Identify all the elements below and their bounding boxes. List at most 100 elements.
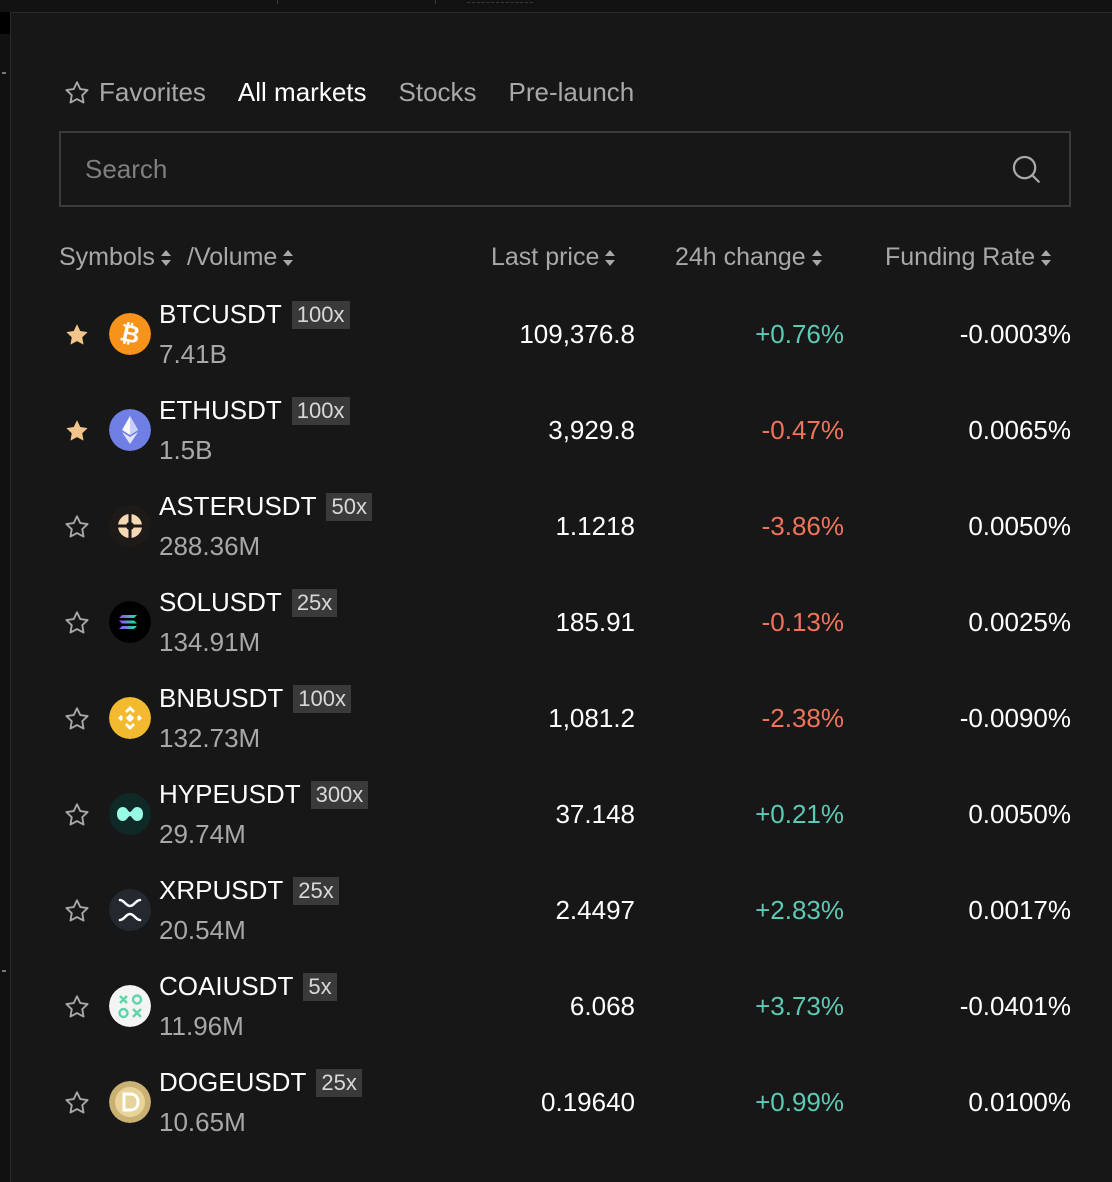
sort-last-price[interactable]: Last price (491, 243, 616, 272)
table-row[interactable]: BNBUSDT 100x 132.73M 1,081.2 -2.38% -0.00… (11, 679, 1112, 775)
hyperliquid-icon (109, 793, 151, 835)
symbol-name: COAIUSDT (159, 971, 294, 1001)
sort-icon (811, 249, 822, 267)
divider (277, 0, 278, 4)
leverage-badge: 25x (316, 1068, 362, 1097)
ethereum-icon (109, 409, 151, 451)
star-outline-icon[interactable] (63, 801, 91, 829)
symbol: BTCUSDT 100x (159, 299, 350, 330)
markets-panel: Favorites All markets Stocks Pre-launch … (10, 12, 1112, 1182)
divider (435, 0, 436, 4)
table-row[interactable]: ASTERUSDT 50x 288.36M 1.1218 -3.86% 0.005… (11, 487, 1112, 583)
change-24h: -0.13% (761, 607, 844, 637)
funding-rate: -0.0003% (959, 319, 1071, 349)
sort-icon (160, 249, 171, 267)
header-label: Last price (491, 243, 600, 271)
star-filled-icon[interactable] (63, 321, 91, 349)
symbol: HYPEUSDT 300x (159, 779, 369, 810)
symbol: ETHUSDT 100x (159, 395, 350, 426)
table-header: Symbols /Volume Last price 24h change Fu… (11, 243, 1112, 279)
symbol: SOLUSDT 25x (159, 587, 338, 618)
symbol: XRPUSDT 25x (159, 875, 339, 906)
funding-rate: 0.0065% (968, 415, 1071, 445)
volume: 132.73M (159, 723, 261, 753)
last-price: 37.148 (555, 799, 635, 829)
symbol-name: ETHUSDT (159, 395, 282, 425)
symbol-name: BNBUSDT (159, 683, 284, 713)
search-icon[interactable] (1009, 152, 1043, 186)
sort-icon (283, 249, 294, 267)
last-price: 1.1218 (555, 511, 635, 541)
symbol: COAIUSDT 5x (159, 971, 337, 1002)
sort-icon (1041, 249, 1052, 267)
bitcoin-icon: ₿ (109, 313, 151, 355)
funding-rate: 0.0017% (968, 895, 1071, 925)
change-24h: -3.86% (761, 511, 844, 541)
table-row[interactable]: SOLUSDT 25x 134.91M 185.91 -0.13% 0.0025% (11, 583, 1112, 679)
last-price: 109,376.8 (519, 319, 635, 349)
star-outline-icon[interactable] (63, 1089, 91, 1117)
last-price: 6.068 (569, 991, 635, 1021)
tab-label: Pre-launch (508, 77, 635, 107)
sort-symbols[interactable]: Symbols (59, 243, 171, 272)
volume: 288.36M (159, 531, 261, 561)
tab-favorites[interactable]: Favorites (63, 77, 206, 108)
star-outline-icon[interactable] (63, 993, 91, 1021)
symbol-name: SOLUSDT (159, 587, 282, 617)
table-row[interactable]: XRPUSDT 25x 20.54M 2.4497 +2.83% 0.0017% (11, 871, 1112, 967)
search-input[interactable] (61, 152, 1009, 186)
market-tabs: Favorites All markets Stocks Pre-launch (63, 77, 666, 108)
star-outline-icon[interactable] (63, 609, 91, 637)
change-24h: +0.21% (755, 799, 844, 829)
last-price: 3,929.8 (548, 415, 635, 445)
xrp-icon (109, 889, 151, 931)
change-24h: +2.83% (755, 895, 844, 925)
funding-rate: -0.0401% (959, 991, 1071, 1021)
tab-pre-launch[interactable]: Pre-launch (509, 77, 635, 108)
edge-mark (2, 970, 6, 972)
star-outline-icon[interactable] (63, 513, 91, 541)
leverage-badge: 5x (303, 972, 337, 1001)
funding-rate: 0.0025% (968, 607, 1071, 637)
symbol-name: XRPUSDT (159, 875, 284, 905)
star-outline-icon[interactable] (63, 705, 91, 733)
last-price: 185.91 (555, 607, 635, 637)
change-24h: -0.47% (761, 415, 844, 445)
star-outline-icon[interactable] (63, 897, 91, 925)
header-label: Symbols (59, 243, 155, 271)
volume: 134.91M (159, 627, 261, 657)
volume: 20.54M (159, 915, 246, 945)
sort-funding-rate[interactable]: Funding Rate (885, 243, 1052, 272)
leverage-badge: 100x (293, 684, 351, 713)
last-price: 1,081.2 (548, 703, 635, 733)
leverage-badge: 100x (291, 396, 350, 425)
funding-rate: 0.0050% (968, 799, 1071, 829)
last-price: 2.4497 (555, 895, 635, 925)
change-24h: +3.73% (755, 991, 844, 1021)
markets-list: ₿ BTCUSDT 100x 7.41B 109,376.8 +0.76% -0.… (11, 295, 1112, 1141)
leverage-badge: 50x (326, 492, 372, 521)
table-row[interactable]: COAIUSDT 5x 11.96M 6.068 +3.73% -0.0401% (11, 967, 1112, 1063)
divider (467, 2, 533, 3)
table-row[interactable]: ETHUSDT 100x 1.5B 3,929.8 -0.47% 0.0065% (11, 391, 1112, 487)
volume: 11.96M (159, 1011, 244, 1041)
table-row[interactable]: ₿ BTCUSDT 100x 7.41B 109,376.8 +0.76% -0.… (11, 295, 1112, 391)
star-filled-icon[interactable] (63, 417, 91, 445)
aster-icon (109, 505, 151, 547)
header-label: Funding Rate (885, 243, 1036, 271)
funding-rate: -0.0090% (959, 703, 1071, 733)
volume: 1.5B (159, 435, 213, 465)
table-row[interactable]: DOGEUSDT 25x 10.65M 0.19640 +0.99% 0.0100… (11, 1063, 1112, 1141)
leverage-badge: 25x (293, 876, 339, 905)
symbol: DOGEUSDT 25x (159, 1067, 362, 1098)
tab-all-markets[interactable]: All markets (238, 77, 367, 108)
symbol: ASTERUSDT 50x (159, 491, 372, 522)
symbol: BNBUSDT 100x (159, 683, 351, 714)
volume: 7.41B (159, 339, 227, 369)
search-box (59, 131, 1071, 207)
tab-stocks[interactable]: Stocks (399, 77, 477, 108)
volume: 29.74M (159, 819, 246, 849)
table-row[interactable]: HYPEUSDT 300x 29.74M 37.148 +0.21% 0.0050… (11, 775, 1112, 871)
sort-volume[interactable]: /Volume (187, 243, 294, 272)
sort-24h-change[interactable]: 24h change (675, 243, 822, 272)
